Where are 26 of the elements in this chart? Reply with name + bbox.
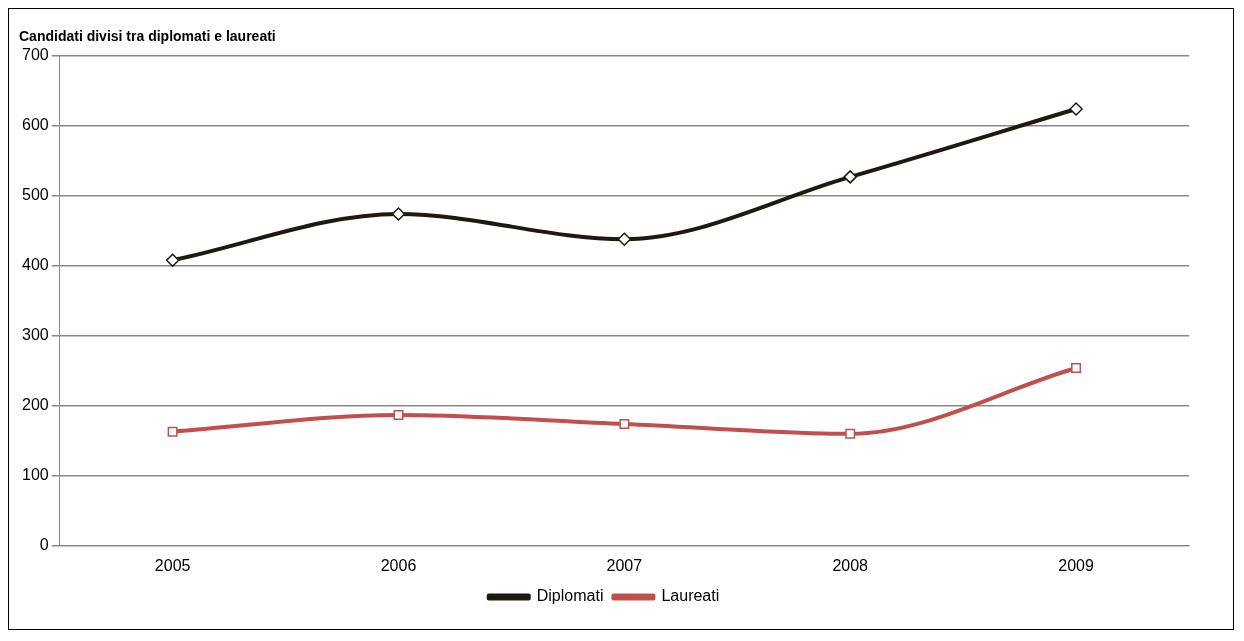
point [165, 253, 180, 267]
y-tick-label: 400 [21, 256, 49, 274]
y-tick-label: 200 [21, 396, 49, 414]
point [617, 232, 632, 246]
point [843, 170, 857, 184]
point [845, 428, 856, 439]
x-tick-label: 2008 [832, 556, 869, 574]
point [619, 419, 630, 429]
y-tick-label: 300 [21, 326, 49, 344]
x-tick-label: 2006 [380, 556, 417, 574]
legend-label: Laureati [661, 587, 720, 605]
point [391, 207, 406, 221]
legend-label: Diplomati [536, 587, 604, 605]
x-tick-label: 2005 [154, 556, 191, 574]
y-tick-label: 600 [21, 116, 49, 134]
point [167, 426, 178, 437]
x-tick-label: 2009 [1058, 556, 1094, 574]
y-tick-label: 0 [39, 536, 49, 554]
y-tick-label: 700 [21, 46, 49, 64]
y-tick-label: 100 [21, 466, 49, 484]
point [1069, 102, 1083, 116]
point [393, 409, 404, 420]
y-tick-label: 500 [21, 186, 49, 204]
x-tick-label: 2007 [606, 556, 643, 574]
chart-title: Candidati divisi tra diplomati e laureati [19, 28, 276, 45]
point [1071, 363, 1082, 373]
